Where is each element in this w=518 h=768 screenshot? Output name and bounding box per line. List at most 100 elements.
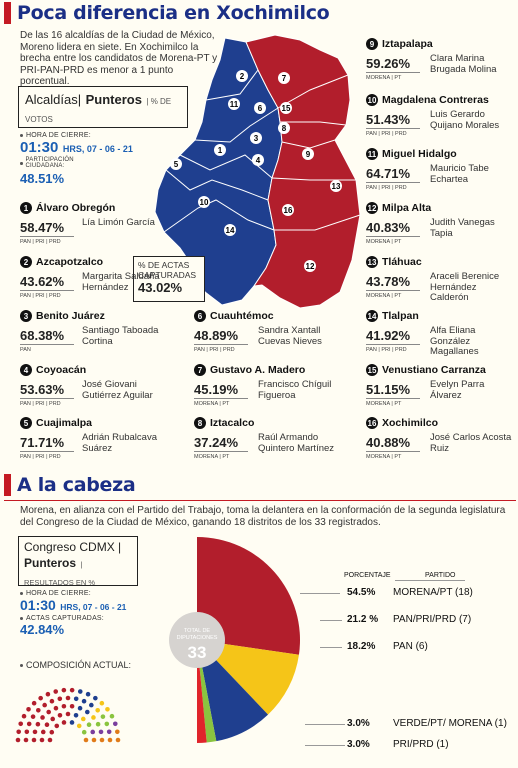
map-label-9: 9 (302, 148, 314, 160)
actas2-block: ACTAS CAPTURADAS: 42.84% (20, 615, 104, 637)
alcaldia-name: Tláhuac (382, 256, 422, 268)
box2-title-a: Congreso CDMX | (24, 540, 122, 554)
seat-dot (65, 695, 71, 701)
alcaldia-number: 15 (366, 364, 378, 376)
legend-leader-line (320, 620, 342, 621)
pie-center (169, 612, 225, 668)
alcaldia-candidate: Adrián Rubalcava Suárez (82, 432, 157, 454)
participacion-value: 48.51% (20, 171, 65, 186)
alcaldia-parties: PAN (20, 347, 31, 353)
alcaldia-parties: PAN | PRI | PRD (20, 401, 61, 407)
alcaldia-title: 12 Milpa Alta (366, 202, 431, 214)
alcaldia-rule (194, 344, 248, 345)
alcaldia-number: 13 (366, 256, 378, 268)
header-accent-bar (4, 2, 11, 24)
map-label-3: 3 (250, 132, 262, 144)
alcaldia-number: 8 (194, 417, 206, 429)
seat-dot (31, 700, 37, 706)
alcaldia-parties: PAN | PRI | PRD (366, 347, 407, 353)
alcaldia-title: 6 Cuauhtémoc (194, 310, 274, 322)
alcaldia-parties: MORENA | PT (366, 239, 402, 245)
alcaldia-name: Miguel Hidalgo (382, 148, 457, 160)
alcaldia-pct: 58.47% (20, 220, 65, 235)
alcaldia-number: 9 (366, 38, 378, 50)
alcaldia-candidate: Margarita Saldaña Hernández (82, 271, 160, 293)
svg-text:3: 3 (254, 134, 259, 143)
seat-dot (50, 716, 56, 722)
box2-title-c: | RESULTADOS EN % (24, 560, 95, 587)
legend-pct: 3.0% (347, 718, 370, 729)
seat-dot (57, 696, 63, 702)
svg-text:2: 2 (240, 72, 245, 81)
alcaldia-name: Iztacalco (210, 417, 255, 429)
alcaldia-candidate: Clara Marina Brugada Molina (430, 53, 497, 75)
alcaldia-name: Cuauhtémoc (210, 310, 274, 322)
cierre-rest: HRS, 07 - 06 - 21 (62, 144, 133, 154)
svg-text:8: 8 (282, 124, 287, 133)
alcaldia-name: Iztapalapa (382, 38, 433, 50)
alcaldia-pct: 71.71% (20, 435, 65, 450)
map-label-7: 7 (278, 72, 290, 84)
svg-text:16: 16 (284, 206, 293, 215)
alcaldia-name: Tlalpan (382, 310, 419, 322)
seat-dot (35, 721, 41, 727)
alcaldia-candidate: Evelyn Parra Álvarez (430, 379, 485, 401)
alcaldia-title: 5 Cuajimalpa (20, 417, 92, 429)
legend-leader-line (320, 647, 342, 648)
alcaldia-rule (20, 344, 74, 345)
alcaldia-title: 1 Álvaro Obregón (20, 202, 115, 214)
seat-dot (112, 721, 118, 727)
alcaldia-entry: 6 Cuauhtémoc 48.89% PAN | PRI | PRD (194, 310, 274, 353)
alcaldia-entry: 4 Coyoacán 53.63% PAN | PRI | PRD (20, 364, 86, 407)
alcaldia-entry: 5 Cuajimalpa 71.71% PAN | PRI | PRD (20, 417, 92, 460)
alcaldia-title: 16 Xochimilco (366, 417, 438, 429)
center-label-b: DIPUTACIONES (177, 635, 218, 641)
alcaldia-candidate: Judith Vanegas Tapia (430, 217, 495, 239)
alcaldia-candidate: Sandra Xantall Cuevas Nieves (258, 325, 322, 347)
alcaldia-entry: 11 Miguel Hidalgo 64.71% PAN | PRI | PRD (366, 148, 457, 191)
seat-dot (23, 737, 29, 743)
section-title-2: A la cabeza (17, 474, 136, 496)
seat-dot (30, 714, 36, 719)
seat-dot (69, 720, 75, 725)
alcaldia-title: 4 Coyoacán (20, 364, 86, 376)
alcaldia-candidate: José Carlos Acosta Ruiz (430, 432, 512, 454)
map-label-4: 4 (252, 154, 264, 166)
seat-dot (32, 729, 38, 735)
box-title-b: Punteros (85, 92, 142, 107)
cierre2-label: HORA DE CIERRE: (26, 590, 91, 597)
seat-dot (73, 712, 79, 718)
seat-dot (45, 691, 51, 697)
alcaldia-candidate: José Giovani Gutiérrez Aguilar (82, 379, 153, 401)
seat-dot (65, 711, 71, 717)
alcaldia-title: 8 Iztacalco (194, 417, 254, 429)
alcaldia-rule (366, 128, 420, 129)
actas-label: % DE ACTAS CAPTURADAS (138, 260, 197, 280)
alcaldia-rule (366, 344, 420, 345)
section-header-congreso: A la cabeza (4, 474, 136, 496)
box-title-a: Alcaldías| (25, 92, 82, 107)
alcaldia-number: 7 (194, 364, 206, 376)
alcaldia-entry: 7 Gustavo A. Madero 45.19% MORENA | PT (194, 364, 305, 407)
seat-dot (109, 713, 115, 719)
alcaldia-entry: 12 Milpa Alta 40.83% MORENA | PT (366, 202, 431, 245)
alcaldia-parties: MORENA | PT (366, 401, 402, 407)
alcaldia-candidate: Santiago Taboada Cortina (82, 325, 159, 347)
alcaldia-pct: 53.63% (20, 382, 65, 397)
alcaldia-entry: 10 Magdalena Contreras 51.43% PAN | PRI | P… (366, 94, 489, 137)
legend-leader-line (300, 593, 340, 594)
legend-party: PAN (6) (393, 641, 428, 652)
seat-dot (36, 708, 41, 713)
divider (4, 500, 516, 501)
alcaldia-number: 5 (20, 417, 32, 429)
svg-text:12: 12 (306, 262, 315, 271)
cdmx-map: 2 7 11 6 15 8 3 1 9 4 5 13 10 16 14 12 (154, 34, 361, 309)
actas-value: 43.02% (138, 280, 183, 295)
alcaldia-candidate: Alfa Eliana González Magallanes (430, 325, 479, 357)
map-label-14: 14 (224, 224, 236, 236)
actas2-label: ACTAS CAPTURADAS: (26, 615, 104, 622)
section-title: Poca diferencia en Xochimilco (17, 2, 330, 24)
alcaldias-title-box: Alcaldías| Punteros | % DE VOTOS (18, 86, 188, 128)
alcaldia-entry: 16 Xochimilco 40.88% MORENA | PT (366, 417, 438, 460)
legend-pct: 21.2 % (347, 614, 379, 625)
